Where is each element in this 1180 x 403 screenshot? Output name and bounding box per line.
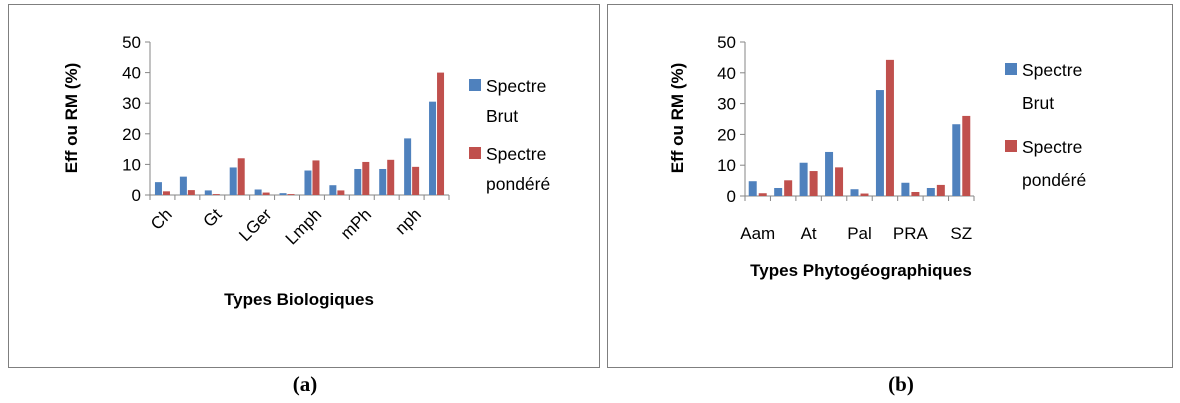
chart-b-bar-brut [748, 181, 757, 196]
chart-b-legend-label-pondere: Spectre [1022, 137, 1082, 157]
chart-b-bar-brut [926, 187, 935, 196]
caption-b: (b) [888, 372, 914, 396]
chart-a-bar-pondere [412, 166, 420, 195]
chart-b-x-tick-label: Pal [847, 224, 872, 243]
chart-a-legend-swatch-brut [469, 79, 481, 91]
chart-a-x-tick-label: LGer [235, 205, 275, 245]
chart-a-legend-swatch-pondere [469, 147, 481, 159]
chart-a-bar-pondere [337, 190, 345, 195]
chart-a-bar-brut [204, 190, 212, 195]
chart-b-x-tick-label: SZ [950, 224, 972, 243]
chart-a-bar-pondere [287, 194, 295, 195]
chart-b-y-tick-label: 40 [717, 64, 736, 83]
chart-b-bar-pondere [758, 193, 767, 196]
chart-a-bar-brut [354, 168, 362, 195]
chart-b-y-tick-label: 10 [717, 156, 736, 175]
chart-a-bar-pondere [312, 160, 320, 195]
chart-a-x-tick-label: nph [391, 205, 424, 238]
chart-a-bar-brut [229, 167, 237, 195]
chart-a-y-tick-label: 0 [132, 186, 141, 205]
chart-a-x-tick-label: Ch [147, 205, 176, 234]
chart-a-y-axis-title: Eff ou RM (%) [62, 63, 81, 173]
chart-b-bar-pondere [809, 171, 818, 196]
chart-b-y-tick-label: 30 [717, 95, 736, 114]
chart-a-bar-brut [429, 101, 437, 195]
chart-b-svg: 0 10 20 30 40 50 Aam At Pal PRA SZ Types Phytogéogr… [668, 33, 1086, 280]
chart-b-x-tick-label: At [801, 224, 817, 243]
chart-b-legend-label-brut: Spectre [1022, 60, 1082, 80]
chart-b-legend-label-brut: Brut [1022, 93, 1054, 113]
chart-a-x-tick-label: Gt [199, 205, 225, 231]
chart-a-bar-brut [279, 193, 287, 195]
chart-a-bar-pondere [237, 158, 245, 195]
chart-a-y-tick-label: 20 [122, 125, 141, 144]
chart-a-bar-pondere [437, 72, 445, 195]
chart-a-legend-label-pondere: Spectre [486, 144, 546, 164]
chart-b-legend-label-pondere: pondéré [1022, 170, 1086, 190]
chart-a-bar-brut [379, 168, 387, 195]
caption-a: (a) [292, 372, 318, 396]
chart-b-bar-pondere [911, 191, 920, 196]
chart-a-legend-label-brut: Spectre [486, 76, 546, 96]
chart-b-bar-pondere [860, 193, 869, 196]
chart-b-bar-brut [799, 162, 808, 196]
chart-a-bar-brut [254, 189, 262, 195]
chart-panel-a: 0 10 20 30 40 50 Ch Gt LGer Lmph mPh nph Types Biolo… [8, 4, 600, 368]
chart-a-legend-label-brut: Brut [486, 106, 518, 126]
chart-a-y-tick-label: 10 [122, 155, 141, 174]
chart-a-bar-pondere [262, 192, 270, 195]
chart-b-x-axis-title: Types Phytogéographiques [750, 261, 972, 280]
chart-b-bar-brut [952, 124, 961, 196]
chart-b-y-axis-title: Eff ou RM (%) [668, 63, 687, 173]
chart-a-bar-brut [404, 138, 412, 195]
chart-a-bar-pondere [387, 159, 395, 195]
chart-a-bar-pondere [162, 191, 170, 195]
chart-a-legend-label-pondere: pondéré [486, 174, 550, 194]
chart-b-legend-swatch-brut [1005, 63, 1017, 75]
chart-a-y-tick-label: 40 [122, 64, 141, 83]
chart-b-bar-brut [825, 151, 834, 196]
chart-b-bar-pondere [784, 180, 793, 196]
chart-b-y-tick-label: 0 [727, 187, 736, 206]
chart-a-x-tick-label: Lmph [282, 205, 326, 249]
chart-b-x-tick-label: Aam [740, 224, 775, 243]
chart-b-bar-brut [901, 182, 910, 196]
chart-panel-b: 0 10 20 30 40 50 Aam At Pal PRA SZ Types Phytogéogr… [607, 4, 1173, 368]
chart-a-y-tick-label: 50 [122, 33, 141, 52]
chart-b-x-tick-label: PRA [893, 224, 929, 243]
chart-b-bar-pondere [835, 167, 844, 196]
chart-b-bar-pondere [936, 184, 945, 196]
chart-a-bar-pondere [362, 161, 370, 195]
chart-b-bar-brut [774, 187, 783, 196]
chart-b-bar-brut [850, 189, 859, 196]
chart-a-bar-brut [329, 185, 337, 195]
chart-a-x-tick-label: mPh [337, 205, 375, 243]
chart-b-bar-pondere [885, 59, 894, 196]
chart-b-bar-pondere [962, 115, 971, 196]
chart-a-bar-brut [154, 182, 162, 195]
chart-a-bar-brut [304, 170, 312, 195]
chart-a-bar-pondere [212, 194, 220, 195]
chart-b-legend-swatch-pondere [1005, 140, 1017, 152]
chart-a-bar-brut [179, 176, 187, 195]
chart-b-y-tick-label: 20 [717, 125, 736, 144]
chart-a-bar-pondere [187, 190, 195, 195]
chart-a-y-tick-label: 30 [122, 94, 141, 113]
chart-a-svg: 0 10 20 30 40 50 Ch Gt LGer Lmph mPh nph Types Biolo… [62, 33, 550, 309]
chart-b-bar-brut [875, 90, 884, 196]
chart-b-y-tick-label: 50 [717, 33, 736, 52]
chart-a-x-axis-title: Types Biologiques [224, 290, 374, 309]
